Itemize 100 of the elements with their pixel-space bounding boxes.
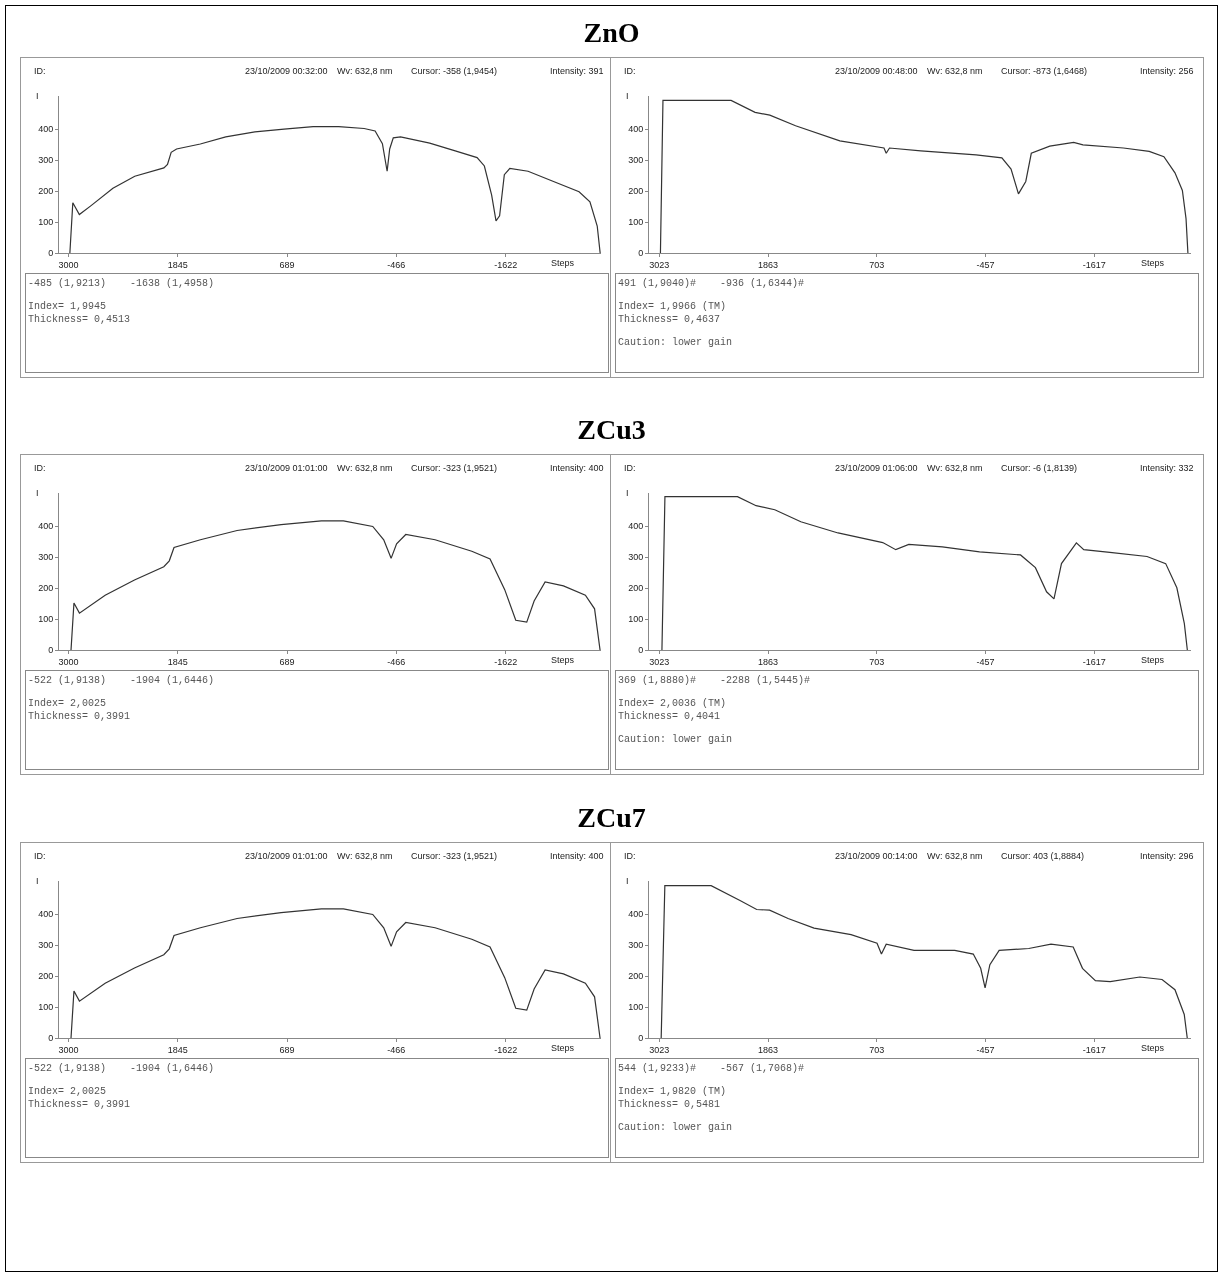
x-tick-label: -457 [976,1044,995,1055]
x-axis-title: Steps [551,258,575,268]
text: Intensity: 400 [550,851,604,861]
text: Index= 1,9820 (TM) [618,1086,728,1099]
x-tick-label: -1617 [1082,1044,1106,1055]
text: ID: [34,463,46,473]
x-tick-label: 1845 [167,259,188,270]
line-series [659,99,1189,253]
text: Intensity: 256 [1140,66,1194,76]
y-axis-title: I [36,488,39,498]
x-tick-label: -1617 [1082,259,1106,270]
y-tick-label: 400 [628,124,644,135]
x-tick-label: -457 [976,259,995,270]
text: Intensity: 400 [550,463,604,473]
text: -522 (1,9138) -1904 (1,6446) [28,675,216,688]
y-tick-label: 0 [638,645,644,656]
x-axis-title: Steps [551,1043,575,1053]
x-tick-label: 3023 [649,1044,670,1055]
x-tick-label: 1863 [758,259,779,270]
text: Index= 2,0025 [28,1086,107,1099]
line-series [661,496,1188,650]
chart-title: ZCu3 [576,413,647,447]
y-tick-label: 400 [628,521,644,532]
y-tick-label: 200 [38,583,54,594]
text: ID: [624,66,636,76]
text: 23/10/2009 00:14:00 [835,851,918,861]
y-axis-title: I [626,488,629,498]
text: Intensity: 296 [1140,851,1194,861]
y-tick-label: 0 [48,248,54,259]
text: Thickness= 0,5481 [618,1099,722,1112]
y-tick-label: 200 [38,186,54,197]
text: Intensity: 332 [1140,463,1194,473]
x-tick-label: -1617 [1082,656,1106,667]
text: 23/10/2009 01:06:00 [835,463,918,473]
x-tick-label: 1845 [167,656,188,667]
y-tick-label: 100 [38,614,54,625]
x-tick-label: 1845 [167,1044,188,1055]
y-tick-label: 300 [628,940,644,951]
x-tick-label: 703 [869,656,885,667]
text: 23/10/2009 01:01:00 [245,463,328,473]
y-tick-label: 400 [38,521,54,532]
x-tick-label: 3023 [649,259,670,270]
y-axis-title: I [36,91,39,101]
text: 23/10/2009 00:32:00 [245,66,328,76]
y-tick-label: 100 [628,1002,644,1013]
text: Thickness= 0,3991 [28,711,132,724]
text: Wv: 632,8 nm [927,463,983,473]
y-tick-label: 100 [38,217,54,228]
y-tick-label: 300 [38,940,54,951]
x-tick-label: -1622 [494,656,518,667]
x-tick-label: 3000 [58,656,79,667]
text: ID: [34,66,46,76]
text: Cursor: -323 (1,9521) [411,851,498,861]
y-tick-label: 400 [38,124,54,135]
y-axis-title: I [36,876,39,886]
text: 544 (1,9233)# -567 (1,7068)# [618,1063,806,1076]
x-tick-label: 703 [869,1044,885,1055]
text: Intensity: 391 [550,66,604,76]
line-series [70,908,601,1038]
text: 369 (1,8880)# -2288 (1,5445)# [618,675,812,688]
x-tick-label: -466 [387,259,406,270]
x-tick-label: 3000 [58,1044,79,1055]
text: Index= 2,0025 [28,698,107,711]
text: 23/10/2009 01:01:00 [245,851,328,861]
x-axis-title: Steps [1141,655,1165,665]
text: Wv: 632,8 nm [927,66,983,76]
x-tick-label: -466 [387,656,406,667]
y-tick-label: 300 [38,155,54,166]
x-tick-label: -1622 [494,259,518,270]
y-tick-label: 400 [628,909,644,920]
text: ID: [624,851,636,861]
x-tick-label: -1622 [494,1044,518,1055]
text: 491 (1,9040)# -936 (1,6344)# [618,278,806,291]
x-tick-label: -457 [976,656,995,667]
text: Thickness= 0,4513 [28,314,132,327]
text: Cursor: -873 (1,6468) [1001,66,1088,76]
y-tick-label: 300 [38,552,54,563]
y-tick-label: 200 [628,186,644,197]
line-series [70,520,601,650]
y-tick-label: 400 [38,909,54,920]
x-tick-label: 689 [279,1044,295,1055]
text: Wv: 632,8 nm [337,463,393,473]
x-tick-label: 1863 [758,1044,779,1055]
chart-title: ZnO [582,16,641,50]
text: Cursor: -323 (1,9521) [411,463,498,473]
x-tick-label: -466 [387,1044,406,1055]
text: Thickness= 0,3991 [28,1099,132,1112]
text: Index= 1,9966 (TM) [618,301,728,314]
text: Index= 2,0036 (TM) [618,698,728,711]
y-axis-title: I [626,91,629,101]
text: Cursor: 403 (1,8884) [1001,851,1085,861]
chart-title: ZCu7 [576,801,647,835]
line-series [69,126,601,253]
text: Caution: lower gain [618,1122,734,1135]
text: Wv: 632,8 nm [337,851,393,861]
text: 23/10/2009 00:48:00 [835,66,918,76]
text: Thickness= 0,4637 [618,314,722,327]
text: Wv: 632,8 nm [337,66,393,76]
text: Wv: 632,8 nm [927,851,983,861]
text: -485 (1,9213) -1638 (1,4958) [28,278,216,291]
